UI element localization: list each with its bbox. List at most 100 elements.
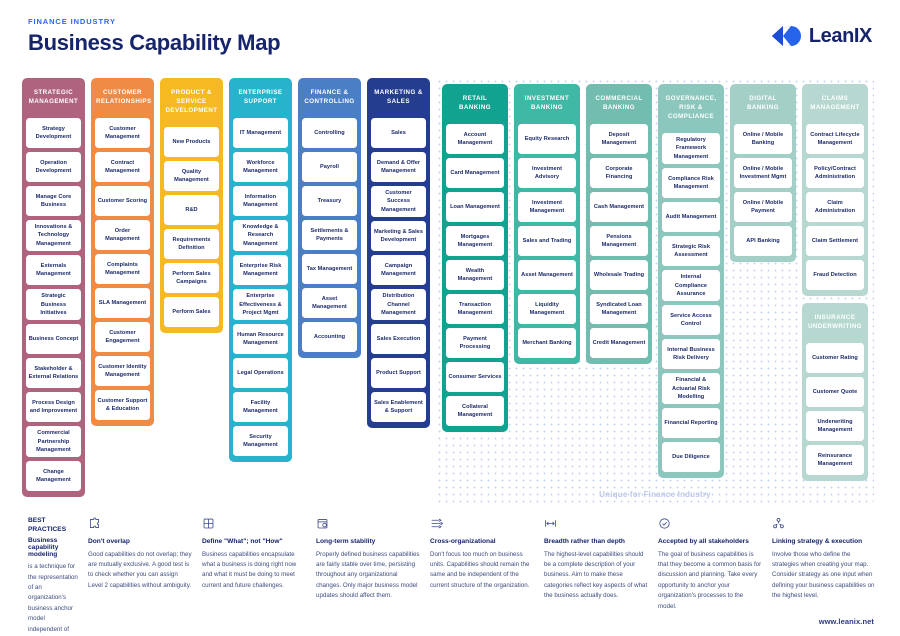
capability-card[interactable]: Underwriting Management	[806, 410, 864, 441]
capability-card[interactable]: Human Resource Management	[233, 324, 288, 355]
capability-card[interactable]: Sales	[371, 117, 426, 148]
capability-card[interactable]: Strategic Risk Assessment	[662, 236, 720, 267]
capability-card[interactable]: Collateral Management	[446, 395, 504, 426]
capability-card[interactable]: Syndicated Loan Management	[590, 293, 648, 324]
capability-card[interactable]: Distribution Channel Management	[371, 289, 426, 321]
capability-card[interactable]: Enterprise Risk Management	[233, 255, 288, 286]
capability-card[interactable]: Legal Operations	[233, 358, 288, 389]
capability-card[interactable]: Online / Mobile Payment	[734, 191, 792, 222]
capability-card[interactable]: Consumer Services	[446, 361, 504, 392]
capability-column-commercial-banking[interactable]: COMMERCIAL BANKING Deposit Management Corp…	[586, 84, 652, 364]
capability-card[interactable]: Order Management	[95, 219, 150, 250]
capability-card[interactable]: New Products	[164, 126, 219, 157]
capability-column-strategic-management[interactable]: STRATEGIC MANAGEMENT Strategy Development…	[22, 78, 85, 498]
capability-card[interactable]: Marketing & Sales Development	[371, 221, 426, 252]
capability-card[interactable]: Stakeholder & External Relations	[26, 358, 81, 389]
capability-card[interactable]: Sales and Trading	[518, 225, 576, 256]
capability-card[interactable]: Deposit Management	[590, 123, 648, 154]
capability-card[interactable]: Contract Management	[95, 151, 150, 182]
capability-card[interactable]: Financial Reporting	[662, 408, 720, 439]
capability-card[interactable]: Merchant Banking	[518, 327, 576, 358]
capability-card[interactable]: Liquidity Management	[518, 293, 576, 324]
capability-card[interactable]: Strategic Business Initiatives	[26, 289, 81, 321]
capability-column-digital-banking[interactable]: DIGITAL BANKING Online / Mobile Banking On…	[730, 84, 796, 262]
capability-card[interactable]: Mortgages Management	[446, 225, 504, 256]
capability-card[interactable]: Demand & Offer Management	[371, 151, 426, 182]
capability-card[interactable]: Campaign Management	[371, 255, 426, 286]
capability-card[interactable]: Wholesale Trading	[590, 259, 648, 290]
capability-card[interactable]: Complaints Management	[95, 253, 150, 284]
capability-card[interactable]: Customer Identity Management	[95, 355, 150, 386]
capability-card[interactable]: Perform Sales Campaigns	[164, 262, 219, 293]
capability-card[interactable]: Equity Research	[518, 123, 576, 154]
capability-card[interactable]: Customer Management	[95, 117, 150, 148]
capability-card[interactable]: Due Diligence	[662, 442, 720, 473]
capability-column-retail-banking[interactable]: RETAIL BANKING Account Management Card Man…	[442, 84, 508, 432]
capability-card[interactable]: Customer Support & Education	[95, 389, 150, 420]
capability-card[interactable]: Fraud Detection	[806, 259, 864, 290]
capability-card[interactable]: Internal Business Risk Delivery	[662, 339, 720, 370]
capability-card[interactable]: Requirements Definition	[164, 228, 219, 259]
capability-card[interactable]: Online / Mobile Investment Mgmt	[734, 157, 792, 188]
capability-card[interactable]: Information Management	[233, 185, 288, 216]
capability-column-investment-banking[interactable]: INVESTMENT BANKING Equity Research Investm…	[514, 84, 580, 364]
capability-card[interactable]: Operation Development	[26, 151, 81, 182]
capability-card[interactable]: Claim Administration	[806, 191, 864, 222]
capability-card[interactable]: Customer Rating	[806, 342, 864, 373]
capability-card[interactable]: Settlements & Payments	[302, 219, 357, 250]
capability-column-enterprise-support[interactable]: ENTERPRISE SUPPORT IT Management Workforce…	[229, 78, 292, 463]
capability-card[interactable]: Audit Management	[662, 202, 720, 233]
capability-card[interactable]: Payroll	[302, 151, 357, 182]
capability-column-marketing-sales[interactable]: MARKETING & SALES Sales Demand & Offer Man…	[367, 78, 430, 429]
capability-card[interactable]: Customer Scoring	[95, 185, 150, 216]
capability-card[interactable]: Payment Processing	[446, 327, 504, 358]
capability-card[interactable]: Facility Management	[233, 392, 288, 423]
capability-card[interactable]: Tax Management	[302, 253, 357, 284]
capability-card[interactable]: Treasury	[302, 185, 357, 216]
capability-card[interactable]: SLA Management	[95, 287, 150, 318]
capability-card[interactable]: Financial & Actuarial Risk Modelling	[662, 373, 720, 405]
capability-card[interactable]: Investment Advisory	[518, 157, 576, 188]
capability-column-finance-controlling[interactable]: FINANCE & CONTROLLING Controlling Payroll T…	[298, 78, 361, 358]
capability-card[interactable]: Perform Sales	[164, 296, 219, 327]
capability-card[interactable]: Manage Core Business	[26, 185, 81, 216]
capability-card[interactable]: Workforce Management	[233, 151, 288, 182]
capability-card[interactable]: Security Management	[233, 426, 288, 457]
capability-card[interactable]: Pensions Management	[590, 225, 648, 256]
capability-card[interactable]: Customer Success Management	[371, 185, 426, 218]
capability-card[interactable]: Policy/Contract Administration	[806, 157, 864, 188]
capability-card[interactable]: Controlling	[302, 117, 357, 148]
capability-card[interactable]: Customer Quote	[806, 376, 864, 407]
capability-card[interactable]: R&D	[164, 194, 219, 225]
capability-card[interactable]: Product Support	[371, 358, 426, 389]
capability-card[interactable]: Cash Management	[590, 191, 648, 222]
capability-card[interactable]: Credit Management	[590, 327, 648, 358]
capability-card[interactable]: Knowledge & Research Management	[233, 219, 288, 252]
capability-card[interactable]: Corporate Financing	[590, 157, 648, 188]
capability-card[interactable]: Process Design and Improvement	[26, 392, 81, 423]
capability-card[interactable]: Commercial Partnership Management	[26, 426, 81, 458]
capability-card[interactable]: Contract Lifecycle Management	[806, 123, 864, 154]
capability-card[interactable]: Sales Enablement & Support	[371, 392, 426, 423]
capability-card[interactable]: Change Management	[26, 461, 81, 492]
capability-card[interactable]: Sales Execution	[371, 324, 426, 355]
capability-column-governance-risk-compliance[interactable]: GOVERNANCE, RISK & COMPLIANCE Regulatory …	[658, 84, 724, 479]
capability-card[interactable]: Accounting	[302, 321, 357, 352]
capability-card[interactable]: Asset Management	[518, 259, 576, 290]
capability-card[interactable]: Card Management	[446, 157, 504, 188]
capability-card[interactable]: Innovations & Technology Management	[26, 219, 81, 252]
capability-column-product-service-development[interactable]: PRODUCT & SERVICE DEVELOPMENT New Product…	[160, 78, 223, 333]
capability-card[interactable]: Service Access Control	[662, 305, 720, 336]
capability-card[interactable]: Externals Management	[26, 255, 81, 286]
capability-card[interactable]: Claim Settlement	[806, 225, 864, 256]
capability-column-customer-relationships[interactable]: CUSTOMER RELATIONSHIPS Customer Managemen…	[91, 78, 154, 426]
capability-card[interactable]: API Banking	[734, 225, 792, 256]
capability-card[interactable]: Wealth Management	[446, 259, 504, 290]
capability-card[interactable]: Online / Mobile Banking	[734, 123, 792, 154]
capability-card[interactable]: Internal Compliance Assurance	[662, 270, 720, 302]
capability-card[interactable]: Customer Engagement	[95, 321, 150, 352]
capability-column-claims-management[interactable]: CLAIMS MANAGEMENT Contract Lifecycle Mana…	[802, 84, 868, 296]
capability-card[interactable]: Investment Management	[518, 191, 576, 222]
capability-card[interactable]: IT Management	[233, 117, 288, 148]
capability-card[interactable]: Account Management	[446, 123, 504, 154]
